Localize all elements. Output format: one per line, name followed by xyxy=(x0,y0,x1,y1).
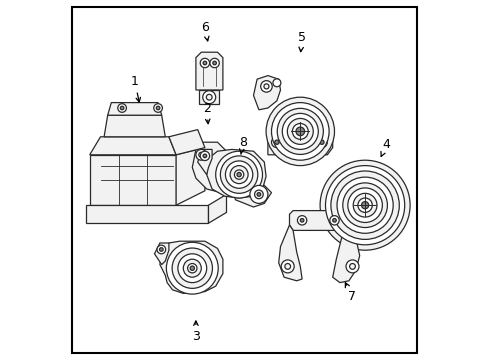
Polygon shape xyxy=(160,241,223,293)
Circle shape xyxy=(212,61,216,65)
Circle shape xyxy=(282,113,318,149)
Circle shape xyxy=(325,166,404,245)
Circle shape xyxy=(172,248,212,288)
Circle shape xyxy=(203,154,206,158)
Circle shape xyxy=(265,97,334,166)
Polygon shape xyxy=(206,149,265,198)
Polygon shape xyxy=(176,148,204,205)
Polygon shape xyxy=(196,52,223,90)
Circle shape xyxy=(178,254,206,283)
Polygon shape xyxy=(168,130,204,155)
Circle shape xyxy=(319,140,324,144)
Text: 2: 2 xyxy=(203,102,210,123)
Circle shape xyxy=(203,61,206,65)
Polygon shape xyxy=(278,225,302,281)
Polygon shape xyxy=(104,115,165,137)
Polygon shape xyxy=(231,178,271,207)
Circle shape xyxy=(260,81,272,92)
Polygon shape xyxy=(107,103,162,115)
Circle shape xyxy=(187,264,197,273)
Circle shape xyxy=(230,166,247,184)
Polygon shape xyxy=(267,128,332,155)
Circle shape xyxy=(277,108,323,154)
Circle shape xyxy=(237,172,241,177)
Circle shape xyxy=(118,104,126,112)
Circle shape xyxy=(225,161,252,188)
Circle shape xyxy=(300,219,303,222)
Polygon shape xyxy=(89,137,176,155)
Circle shape xyxy=(347,188,382,222)
Polygon shape xyxy=(208,194,226,223)
Circle shape xyxy=(203,91,215,104)
Circle shape xyxy=(281,260,294,273)
Circle shape xyxy=(352,193,376,217)
Circle shape xyxy=(316,137,326,148)
Circle shape xyxy=(346,260,358,273)
Circle shape xyxy=(249,185,267,203)
Polygon shape xyxy=(89,155,176,205)
Circle shape xyxy=(226,170,233,176)
Circle shape xyxy=(284,264,290,269)
Circle shape xyxy=(361,202,368,209)
Text: 8: 8 xyxy=(238,136,246,154)
Circle shape xyxy=(209,58,219,68)
Circle shape xyxy=(190,266,194,270)
Circle shape xyxy=(332,219,336,222)
Circle shape xyxy=(159,248,163,251)
Circle shape xyxy=(357,198,371,212)
Circle shape xyxy=(272,79,280,87)
Polygon shape xyxy=(154,243,168,265)
Circle shape xyxy=(234,170,244,179)
Circle shape xyxy=(342,183,386,228)
Text: 5: 5 xyxy=(298,31,305,51)
Circle shape xyxy=(254,190,263,199)
Circle shape xyxy=(156,106,160,110)
Text: 1: 1 xyxy=(130,75,140,102)
Circle shape xyxy=(329,216,339,225)
Text: 7: 7 xyxy=(345,283,356,303)
Text: 4: 4 xyxy=(380,138,390,157)
Polygon shape xyxy=(332,225,359,283)
Circle shape xyxy=(120,106,123,110)
Circle shape xyxy=(200,58,209,68)
Circle shape xyxy=(274,140,279,144)
Polygon shape xyxy=(199,90,219,104)
Circle shape xyxy=(297,216,306,225)
Circle shape xyxy=(200,151,209,161)
Circle shape xyxy=(166,242,218,294)
Polygon shape xyxy=(192,142,242,193)
Circle shape xyxy=(257,193,260,196)
Circle shape xyxy=(196,149,206,160)
Circle shape xyxy=(157,245,165,254)
Text: 6: 6 xyxy=(201,21,208,41)
Circle shape xyxy=(336,177,392,233)
Circle shape xyxy=(199,152,203,157)
Circle shape xyxy=(349,264,355,269)
Polygon shape xyxy=(253,76,280,110)
Polygon shape xyxy=(86,205,208,223)
Circle shape xyxy=(295,127,304,136)
Circle shape xyxy=(220,156,257,193)
Circle shape xyxy=(183,259,201,277)
Circle shape xyxy=(287,118,313,144)
Circle shape xyxy=(330,171,399,239)
Circle shape xyxy=(206,94,212,100)
Circle shape xyxy=(223,166,236,179)
Circle shape xyxy=(264,84,268,89)
Polygon shape xyxy=(197,149,212,175)
Circle shape xyxy=(271,103,328,160)
Circle shape xyxy=(292,123,307,139)
Circle shape xyxy=(271,137,282,148)
Text: 3: 3 xyxy=(192,321,200,343)
Polygon shape xyxy=(289,211,346,230)
Circle shape xyxy=(215,151,262,198)
Circle shape xyxy=(320,160,409,250)
Circle shape xyxy=(153,104,162,112)
